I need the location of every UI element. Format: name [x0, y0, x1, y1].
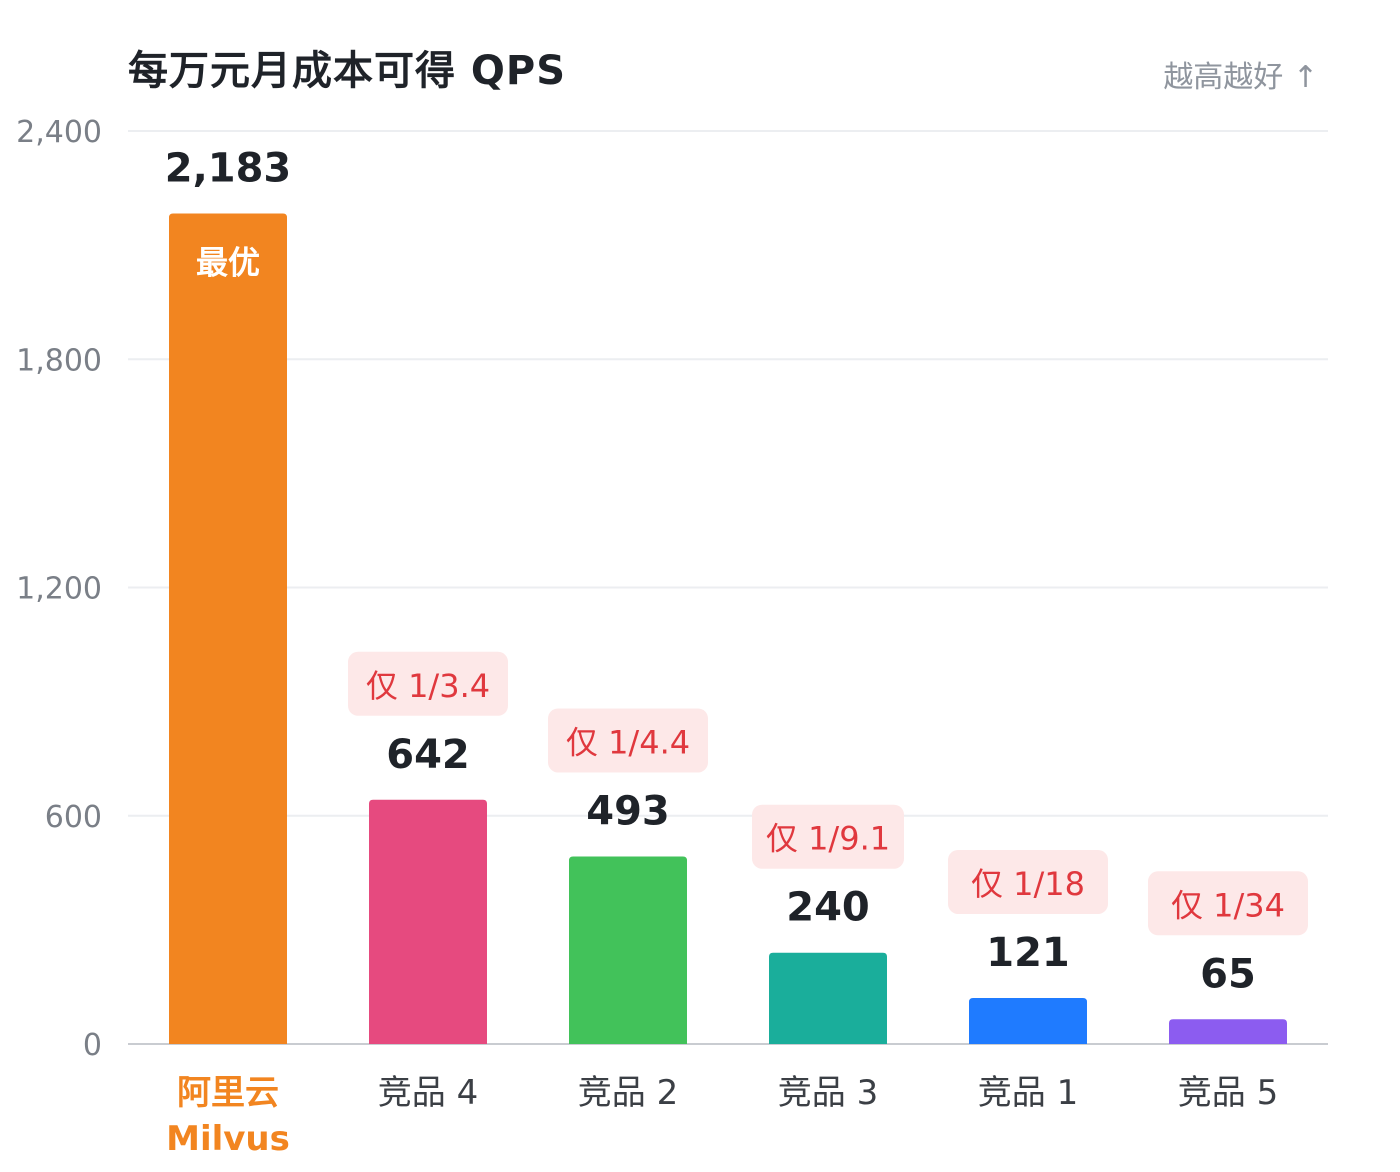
value-label: 493 [586, 788, 670, 834]
x-category-label: 竞品 5 [1178, 1073, 1278, 1113]
x-category-label: 阿里云 [177, 1073, 279, 1113]
x-category-label: Milvus [166, 1119, 290, 1159]
ratio-badge-label: 仅 1/18 [971, 865, 1085, 903]
ratio-badge [948, 849, 1108, 914]
bar [169, 213, 287, 1044]
value-label: 642 [386, 732, 470, 778]
best-badge: 最优 [196, 244, 260, 282]
bar [569, 856, 687, 1044]
ratio-badge-label: 仅 1/4.4 [566, 723, 690, 761]
x-category-label: 竞品 2 [578, 1073, 678, 1113]
value-label: 240 [786, 885, 870, 931]
value-label: 65 [1200, 951, 1256, 997]
ratio-badge [1148, 871, 1308, 936]
ratio-badge [548, 708, 708, 773]
y-tick-label: 1,200 [16, 572, 102, 607]
y-tick-label: 1,800 [16, 343, 102, 378]
bar [969, 997, 1087, 1044]
higher-is-better-hint: 越高越好 ↑ [1163, 60, 1318, 95]
ratio-badge [348, 651, 508, 716]
ratio-badge-label: 仅 1/34 [1171, 886, 1285, 924]
x-category-label: 竞品 1 [978, 1073, 1078, 1113]
value-label: 2,183 [165, 146, 292, 192]
ratio-badge [752, 804, 904, 869]
x-category-label: 竞品 4 [378, 1073, 478, 1113]
y-tick-label: 0 [83, 1028, 102, 1063]
y-tick-label: 2,400 [16, 115, 102, 150]
chart-title: 每万元月成本可得 QPS [128, 48, 567, 94]
ratio-badge-label: 仅 1/9.1 [766, 820, 890, 858]
x-category-label: 竞品 3 [778, 1073, 878, 1113]
bar [1169, 1019, 1287, 1044]
bar [769, 952, 887, 1044]
bar [369, 799, 487, 1044]
ratio-badge-label: 仅 1/3.4 [366, 667, 490, 705]
y-tick-label: 600 [45, 800, 102, 835]
value-label: 121 [986, 930, 1070, 976]
